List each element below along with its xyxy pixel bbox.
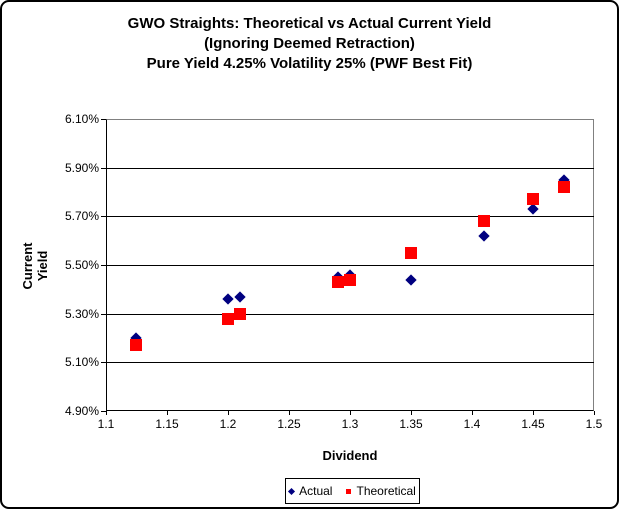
x-tick-mark [167, 411, 168, 415]
data-point-theoretical [405, 247, 417, 259]
gridline [106, 314, 594, 315]
x-tick-label: 1.2 [219, 417, 237, 431]
x-tick-mark [472, 411, 473, 415]
gridline [106, 265, 594, 266]
y-tick-label: 4.90% [64, 404, 99, 418]
y-tick-label: 6.10% [64, 112, 99, 126]
theoretical-square-icon [346, 488, 352, 494]
gridline [106, 168, 594, 169]
x-tick-mark [228, 411, 229, 415]
y-tick-mark [101, 314, 106, 315]
x-tick-label: 1.1 [97, 417, 115, 431]
gridline [106, 362, 594, 363]
y-tick-label: 5.50% [64, 258, 99, 272]
actual-diamond-icon [288, 487, 296, 495]
x-tick-label: 1.4 [463, 417, 481, 431]
y-tick-mark [101, 119, 106, 120]
x-tick-label: 1.5 [585, 417, 603, 431]
x-tick-mark [350, 411, 351, 415]
data-point-theoretical [344, 274, 356, 286]
x-tick-label: 1.45 [521, 417, 545, 431]
data-point-theoretical [234, 308, 246, 320]
x-tick-label: 1.15 [155, 417, 179, 431]
x-tick-mark [533, 411, 534, 415]
data-point-theoretical [332, 276, 344, 288]
y-tick-label: 5.70% [64, 209, 99, 223]
y-tick-mark [101, 216, 106, 217]
chart-title-line3: Pure Yield 4.25% Volatility 25% (PWF Bes… [146, 55, 473, 72]
x-tick-label: 1.25 [277, 417, 301, 431]
y-tick-mark [101, 411, 106, 412]
data-point-theoretical [130, 339, 142, 351]
x-tick-mark [106, 411, 107, 415]
chart-title-line2: (Ignoring Deemed Retraction) [204, 35, 415, 52]
x-tick-label: 1.3 [341, 417, 359, 431]
y-tick-mark [101, 362, 106, 363]
y-tick-mark [101, 168, 106, 169]
data-point-theoretical [558, 181, 570, 193]
y-tick-label: 5.10% [64, 355, 99, 369]
gridline [106, 216, 594, 217]
x-tick-mark [411, 411, 412, 415]
legend-item-theoretical: Theoretical [346, 484, 416, 498]
legend: Actual Theoretical [285, 478, 420, 504]
x-tick-mark [594, 411, 595, 415]
y-tick-mark [101, 265, 106, 266]
data-point-theoretical [527, 193, 539, 205]
x-axis-title: Dividend [322, 448, 378, 463]
x-tick-mark [289, 411, 290, 415]
chart-title-line1: GWO Straights: Theoretical vs Actual Cur… [127, 15, 492, 32]
legend-label-theoretical: Theoretical [356, 484, 416, 498]
legend-label-actual: Actual [299, 484, 333, 498]
y-tick-label: 5.30% [64, 307, 99, 321]
legend-item-actual: Actual [288, 484, 333, 498]
chart-title: GWO Straights: Theoretical vs Actual Cur… [2, 14, 617, 74]
x-tick-label: 1.35 [399, 417, 423, 431]
data-point-theoretical [478, 215, 490, 227]
y-tick-label: 5.90% [64, 161, 99, 175]
data-point-theoretical [222, 313, 234, 325]
